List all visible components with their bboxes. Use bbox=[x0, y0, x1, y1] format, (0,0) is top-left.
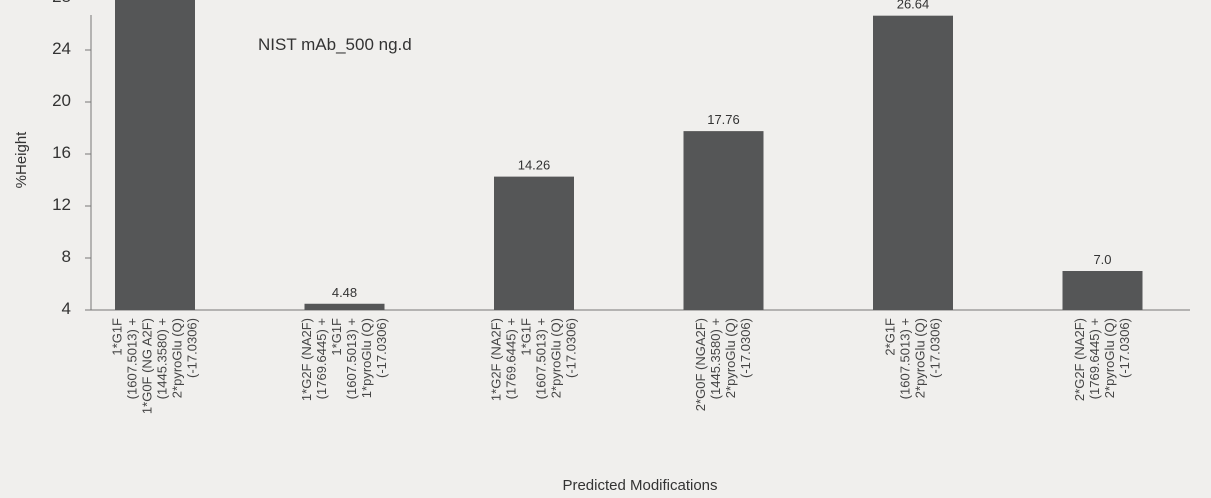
x-tick-label: (1769.6445) + bbox=[1087, 318, 1102, 399]
bars bbox=[115, 0, 1143, 311]
x-tick-label: 2*G0F (NGA2F) bbox=[693, 318, 708, 411]
x-tick-label: 1*G2F (NA2F) bbox=[299, 318, 314, 401]
y-tick-label: 28 bbox=[52, 0, 71, 6]
bar bbox=[304, 303, 385, 310]
x-tick-label: 2*pyroGlu (Q) bbox=[723, 318, 738, 398]
x-tick-label: 2*G2F (NA2F) bbox=[1072, 318, 1087, 401]
chart-annotation: NIST mAb_500 ng.d bbox=[258, 35, 412, 54]
bar bbox=[115, 0, 195, 310]
bar bbox=[873, 15, 953, 311]
x-tick-label: (-17.0306) bbox=[374, 318, 389, 378]
bar-value-label: 14.26 bbox=[518, 158, 551, 173]
y-tick-label: 8 bbox=[62, 247, 71, 266]
x-tick-label: (1607.5013) + bbox=[344, 318, 359, 399]
x-tick-label: 1*G1F bbox=[110, 318, 125, 356]
x-tick-label: 1*G0F (NG A2F) bbox=[140, 318, 155, 414]
x-axis-title: Predicted Modifications bbox=[562, 477, 717, 494]
x-tick-label: (-17.0306) bbox=[185, 318, 200, 378]
x-tick-label: (1769.6445) + bbox=[314, 318, 329, 399]
x-tick-label: 2*G1F bbox=[883, 318, 898, 356]
x-tick-label: (-17.0306) bbox=[738, 318, 753, 378]
x-tick-label: 1*G2F (NA2F) bbox=[489, 318, 504, 401]
x-tick-label: (1445.3580) + bbox=[708, 318, 723, 399]
x-tick-label: (1607.5013) + bbox=[534, 318, 549, 399]
x-tick-label: 2*pyroGlu (Q) bbox=[170, 318, 185, 398]
y-tick-label: 16 bbox=[52, 143, 71, 162]
y-axis: 4 8 12 16 20 24 28 bbox=[52, 0, 92, 318]
category-labels: 1*G1F (1607.5013) +1*G0F (NG A2F) (1445.35… bbox=[110, 318, 1133, 414]
x-tick-label: (-17.0306) bbox=[928, 318, 943, 378]
x-tick-label: 2*pyroGlu (Q) bbox=[913, 318, 928, 398]
x-tick-label: 2*pyroGlu (Q) bbox=[549, 318, 564, 398]
y-tick-label: 4 bbox=[62, 299, 71, 318]
y-axis-title: %Height bbox=[13, 131, 30, 189]
bar-value-label: 7.0 bbox=[1093, 252, 1111, 267]
x-tick-label: 1*G1F bbox=[519, 318, 534, 356]
y-tick-label: 12 bbox=[52, 195, 71, 214]
bar-value-label: 17.76 bbox=[707, 112, 740, 127]
x-tick-label: 1*pyroGlu (Q) bbox=[359, 318, 374, 398]
y-tick-label: 24 bbox=[52, 39, 71, 58]
bar-value-label: 26.64 bbox=[897, 0, 930, 12]
x-tick-label: (1607.5013) + bbox=[125, 318, 140, 399]
bar bbox=[1062, 271, 1143, 310]
x-tick-label: 2*pyroGlu (Q) bbox=[1102, 318, 1117, 398]
x-tick-label: (1445.3580) + bbox=[155, 318, 170, 399]
x-tick-label: (-17.0306) bbox=[564, 318, 579, 378]
bar bbox=[494, 176, 574, 310]
bar-value-label: 4.48 bbox=[332, 285, 357, 300]
x-tick-label: (1607.5013) + bbox=[898, 318, 913, 399]
x-tick-label: (1769.6445) + bbox=[504, 318, 519, 399]
y-tick-label: 20 bbox=[52, 91, 71, 110]
x-tick-label: (-17.0306) bbox=[1117, 318, 1132, 378]
bar bbox=[683, 131, 764, 310]
x-tick-label: 1*G1F bbox=[329, 318, 344, 356]
